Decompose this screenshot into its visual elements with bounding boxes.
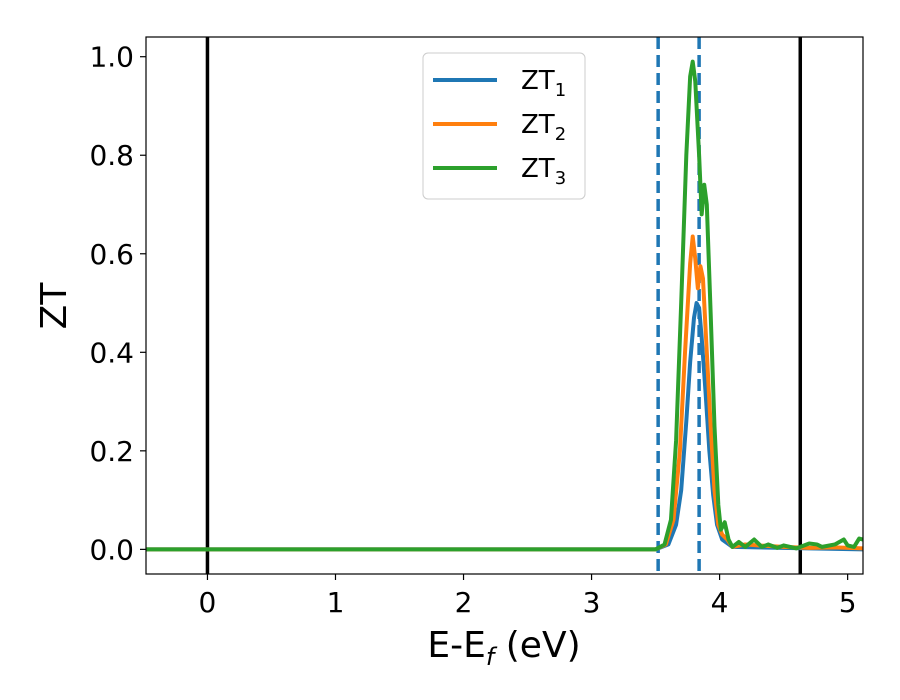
reference-lines (205, 37, 803, 574)
plot-frame (145, 36, 864, 575)
x-tick-label: 0 (199, 586, 217, 619)
x-tick-label: 3 (583, 586, 601, 619)
x-tick-label: 4 (711, 586, 729, 619)
x-tick-label: 2 (455, 586, 473, 619)
series-line-zt3 (146, 59, 863, 552)
legend-label-zt1: ZT1 (521, 66, 566, 101)
x-axis: 0 1 2 3 4 5 (199, 574, 857, 619)
series-line-zt2 (146, 234, 863, 552)
series-group (146, 59, 863, 552)
y-tick-label: 0.6 (89, 238, 134, 271)
y-tick-label: 0.4 (89, 336, 134, 369)
x-axis-title: E-Ef (eV) (427, 625, 580, 671)
y-axis-title: ZT (34, 282, 75, 330)
series-line-zt1 (146, 301, 863, 552)
legend-label-zt2: ZT2 (521, 110, 566, 145)
legend-label-zt3: ZT3 (521, 154, 566, 189)
y-tick-label: 0.2 (89, 435, 134, 468)
y-tick-label: 0.0 (89, 533, 134, 566)
y-tick-label: 0.8 (89, 139, 134, 172)
y-axis: 0.0 0.2 0.4 0.6 0.8 1.0 (89, 41, 146, 566)
x-tick-label: 1 (327, 586, 345, 619)
legend: ZT1 ZT2 ZT3 (422, 52, 586, 200)
x-tick-label: 5 (839, 586, 857, 619)
legend-box (422, 52, 586, 200)
y-tick-label: 1.0 (89, 41, 134, 74)
